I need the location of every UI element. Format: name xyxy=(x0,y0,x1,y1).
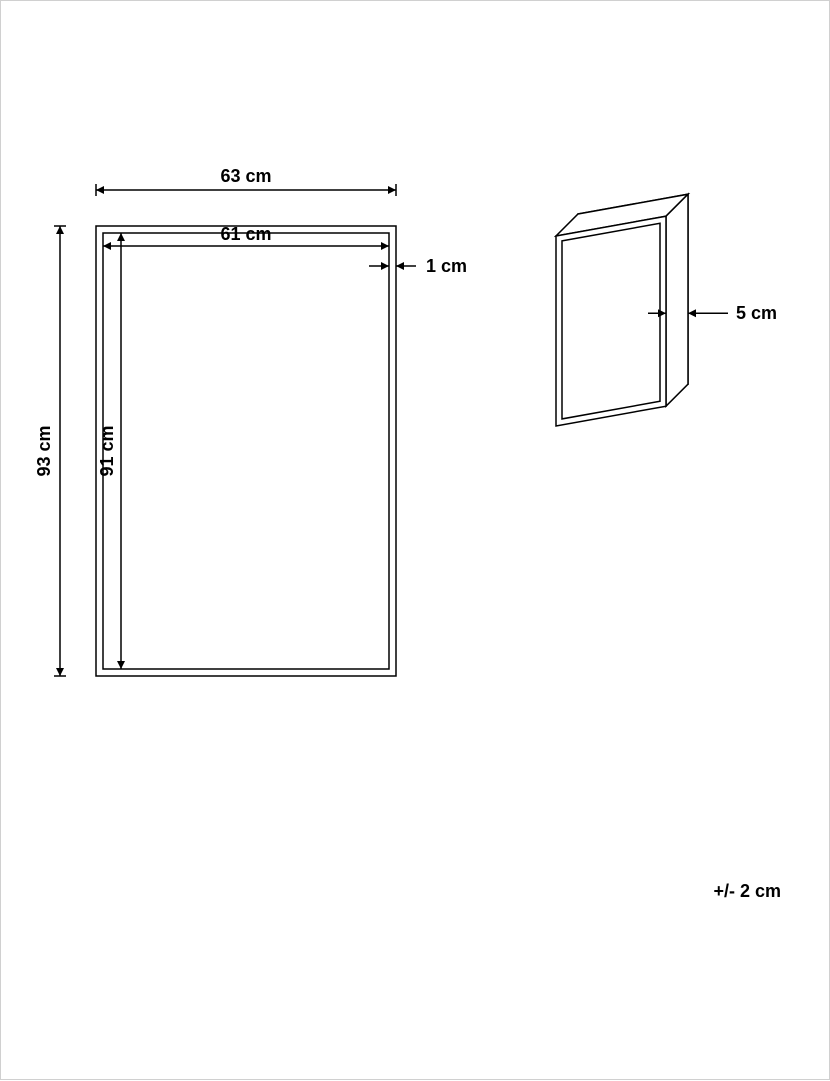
side-isometric-view: 5 cm xyxy=(556,194,777,426)
svg-text:93 cm: 93 cm xyxy=(34,425,54,476)
tolerance-label: +/- 2 cm xyxy=(713,881,781,902)
diagram-svg: 63 cm 61 cm 93 cm 91 cm 1 cm 5 cm xyxy=(1,1,830,1081)
svg-text:63 cm: 63 cm xyxy=(220,166,271,186)
dimension-diagram: 63 cm 61 cm 93 cm 91 cm 1 cm 5 cm +/- 2 cm xyxy=(1,1,830,1081)
svg-text:91 cm: 91 cm xyxy=(97,425,117,476)
front-view: 63 cm 61 cm 93 cm 91 cm 1 cm xyxy=(34,166,467,676)
svg-text:1 cm: 1 cm xyxy=(426,256,467,276)
svg-text:5 cm: 5 cm xyxy=(736,303,777,323)
svg-text:61 cm: 61 cm xyxy=(220,224,271,244)
